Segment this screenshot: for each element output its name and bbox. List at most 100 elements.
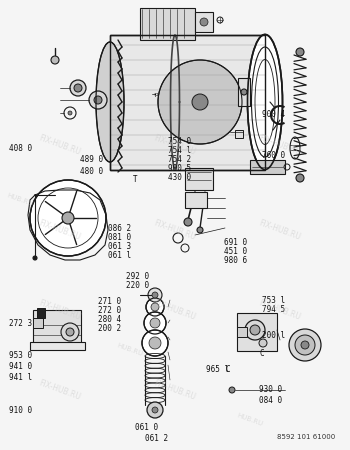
Text: 900 4: 900 4 — [262, 110, 286, 119]
Text: 451 0: 451 0 — [224, 247, 247, 256]
Ellipse shape — [247, 35, 282, 170]
Text: 760 0: 760 0 — [262, 151, 286, 160]
Text: 081 0: 081 0 — [108, 233, 132, 242]
Bar — [238, 78, 250, 106]
Circle shape — [61, 323, 79, 341]
Circle shape — [184, 218, 192, 226]
Circle shape — [250, 325, 260, 335]
Text: 8592 101 61000: 8592 101 61000 — [277, 434, 335, 440]
Circle shape — [148, 288, 162, 302]
Text: 061 2: 061 2 — [145, 434, 168, 443]
Bar — [185, 168, 213, 190]
Text: 900 5: 900 5 — [168, 164, 191, 173]
Circle shape — [33, 256, 37, 260]
Circle shape — [295, 335, 315, 355]
Bar — [110, 35, 265, 170]
Circle shape — [51, 56, 59, 64]
Text: →p: →p — [152, 92, 160, 97]
Text: 292 0: 292 0 — [126, 272, 149, 281]
Text: FIX-HUB.RU: FIX-HUB.RU — [258, 133, 302, 157]
Circle shape — [70, 80, 86, 96]
Text: 271 0: 271 0 — [98, 297, 121, 306]
Text: 754 0: 754 0 — [168, 137, 191, 146]
Circle shape — [296, 174, 304, 182]
Circle shape — [149, 337, 161, 349]
Text: C: C — [259, 349, 264, 358]
Text: T: T — [133, 176, 138, 184]
Text: FIX-HUB.RU: FIX-HUB.RU — [38, 298, 82, 322]
Text: 084 0: 084 0 — [259, 396, 282, 405]
Text: FIX-HUB.RU: FIX-HUB.RU — [153, 298, 197, 322]
Text: 430 0: 430 0 — [168, 173, 191, 182]
Text: 086 2: 086 2 — [108, 224, 132, 233]
Text: FIX-HUB.RU: FIX-HUB.RU — [153, 218, 197, 242]
Circle shape — [94, 96, 102, 104]
Ellipse shape — [96, 42, 124, 162]
Bar — [237, 327, 247, 337]
Circle shape — [192, 94, 208, 110]
Text: 953 0: 953 0 — [9, 351, 32, 360]
Text: 272 3: 272 3 — [9, 319, 32, 328]
Circle shape — [62, 212, 74, 224]
Text: 200 l: 200 l — [262, 331, 286, 340]
Bar — [195, 12, 213, 32]
Circle shape — [289, 329, 321, 361]
Circle shape — [68, 111, 72, 115]
Text: 910 0: 910 0 — [9, 406, 32, 415]
Circle shape — [259, 339, 267, 347]
Text: 220 0: 220 0 — [126, 281, 149, 290]
Text: 280 4: 280 4 — [98, 315, 121, 324]
Text: HUB.RU: HUB.RU — [236, 413, 264, 428]
Text: HUB.RU: HUB.RU — [116, 342, 144, 357]
Circle shape — [144, 312, 166, 334]
Bar — [110, 35, 265, 170]
Bar — [185, 192, 207, 208]
Circle shape — [89, 91, 107, 109]
Text: FIX-HUB.RU: FIX-HUB.RU — [153, 378, 197, 402]
Circle shape — [74, 84, 82, 92]
Circle shape — [158, 60, 242, 144]
Text: FIX-HUB.RU: FIX-HUB.RU — [38, 133, 82, 157]
Text: 941 0: 941 0 — [9, 362, 32, 371]
Text: 754 l: 754 l — [168, 146, 191, 155]
Bar — [250, 160, 285, 174]
Text: FIX-HUB.RU: FIX-HUB.RU — [258, 298, 302, 322]
Circle shape — [151, 303, 159, 311]
Text: FIX-HUB.RU: FIX-HUB.RU — [38, 218, 82, 242]
Circle shape — [30, 180, 106, 256]
Circle shape — [146, 298, 164, 316]
Bar — [33, 318, 43, 328]
Text: 930 0: 930 0 — [259, 385, 282, 394]
Text: 489 0: 489 0 — [80, 155, 104, 164]
Circle shape — [142, 330, 168, 356]
Text: C: C — [226, 364, 230, 373]
Circle shape — [147, 402, 163, 418]
Text: 753 l: 753 l — [262, 296, 286, 305]
Circle shape — [152, 407, 158, 413]
Text: 061 0: 061 0 — [135, 423, 158, 432]
Bar — [237, 313, 277, 351]
Circle shape — [229, 387, 235, 393]
Circle shape — [150, 318, 160, 328]
Circle shape — [245, 320, 265, 340]
Text: FIX-HUB.RU: FIX-HUB.RU — [38, 378, 82, 402]
Circle shape — [241, 89, 247, 95]
Bar — [30, 342, 85, 350]
Circle shape — [296, 48, 304, 56]
Text: FIX-HUB.RU: FIX-HUB.RU — [258, 218, 302, 242]
Text: HUB.RU: HUB.RU — [6, 193, 34, 207]
Text: 980 6: 980 6 — [224, 256, 247, 265]
Text: 061 l: 061 l — [108, 251, 132, 260]
Circle shape — [66, 328, 74, 336]
Text: 200 2: 200 2 — [98, 324, 121, 333]
Text: 272 0: 272 0 — [98, 306, 121, 315]
Text: 691 0: 691 0 — [224, 238, 247, 247]
Text: FIX-HUB.RU: FIX-HUB.RU — [153, 133, 197, 157]
Text: 941 l: 941 l — [9, 374, 32, 382]
Circle shape — [197, 227, 203, 233]
Text: 480 0: 480 0 — [80, 166, 104, 176]
Text: 061 3: 061 3 — [108, 242, 132, 251]
Circle shape — [152, 292, 158, 298]
Bar — [37, 308, 45, 318]
Text: 408 0: 408 0 — [9, 144, 32, 153]
